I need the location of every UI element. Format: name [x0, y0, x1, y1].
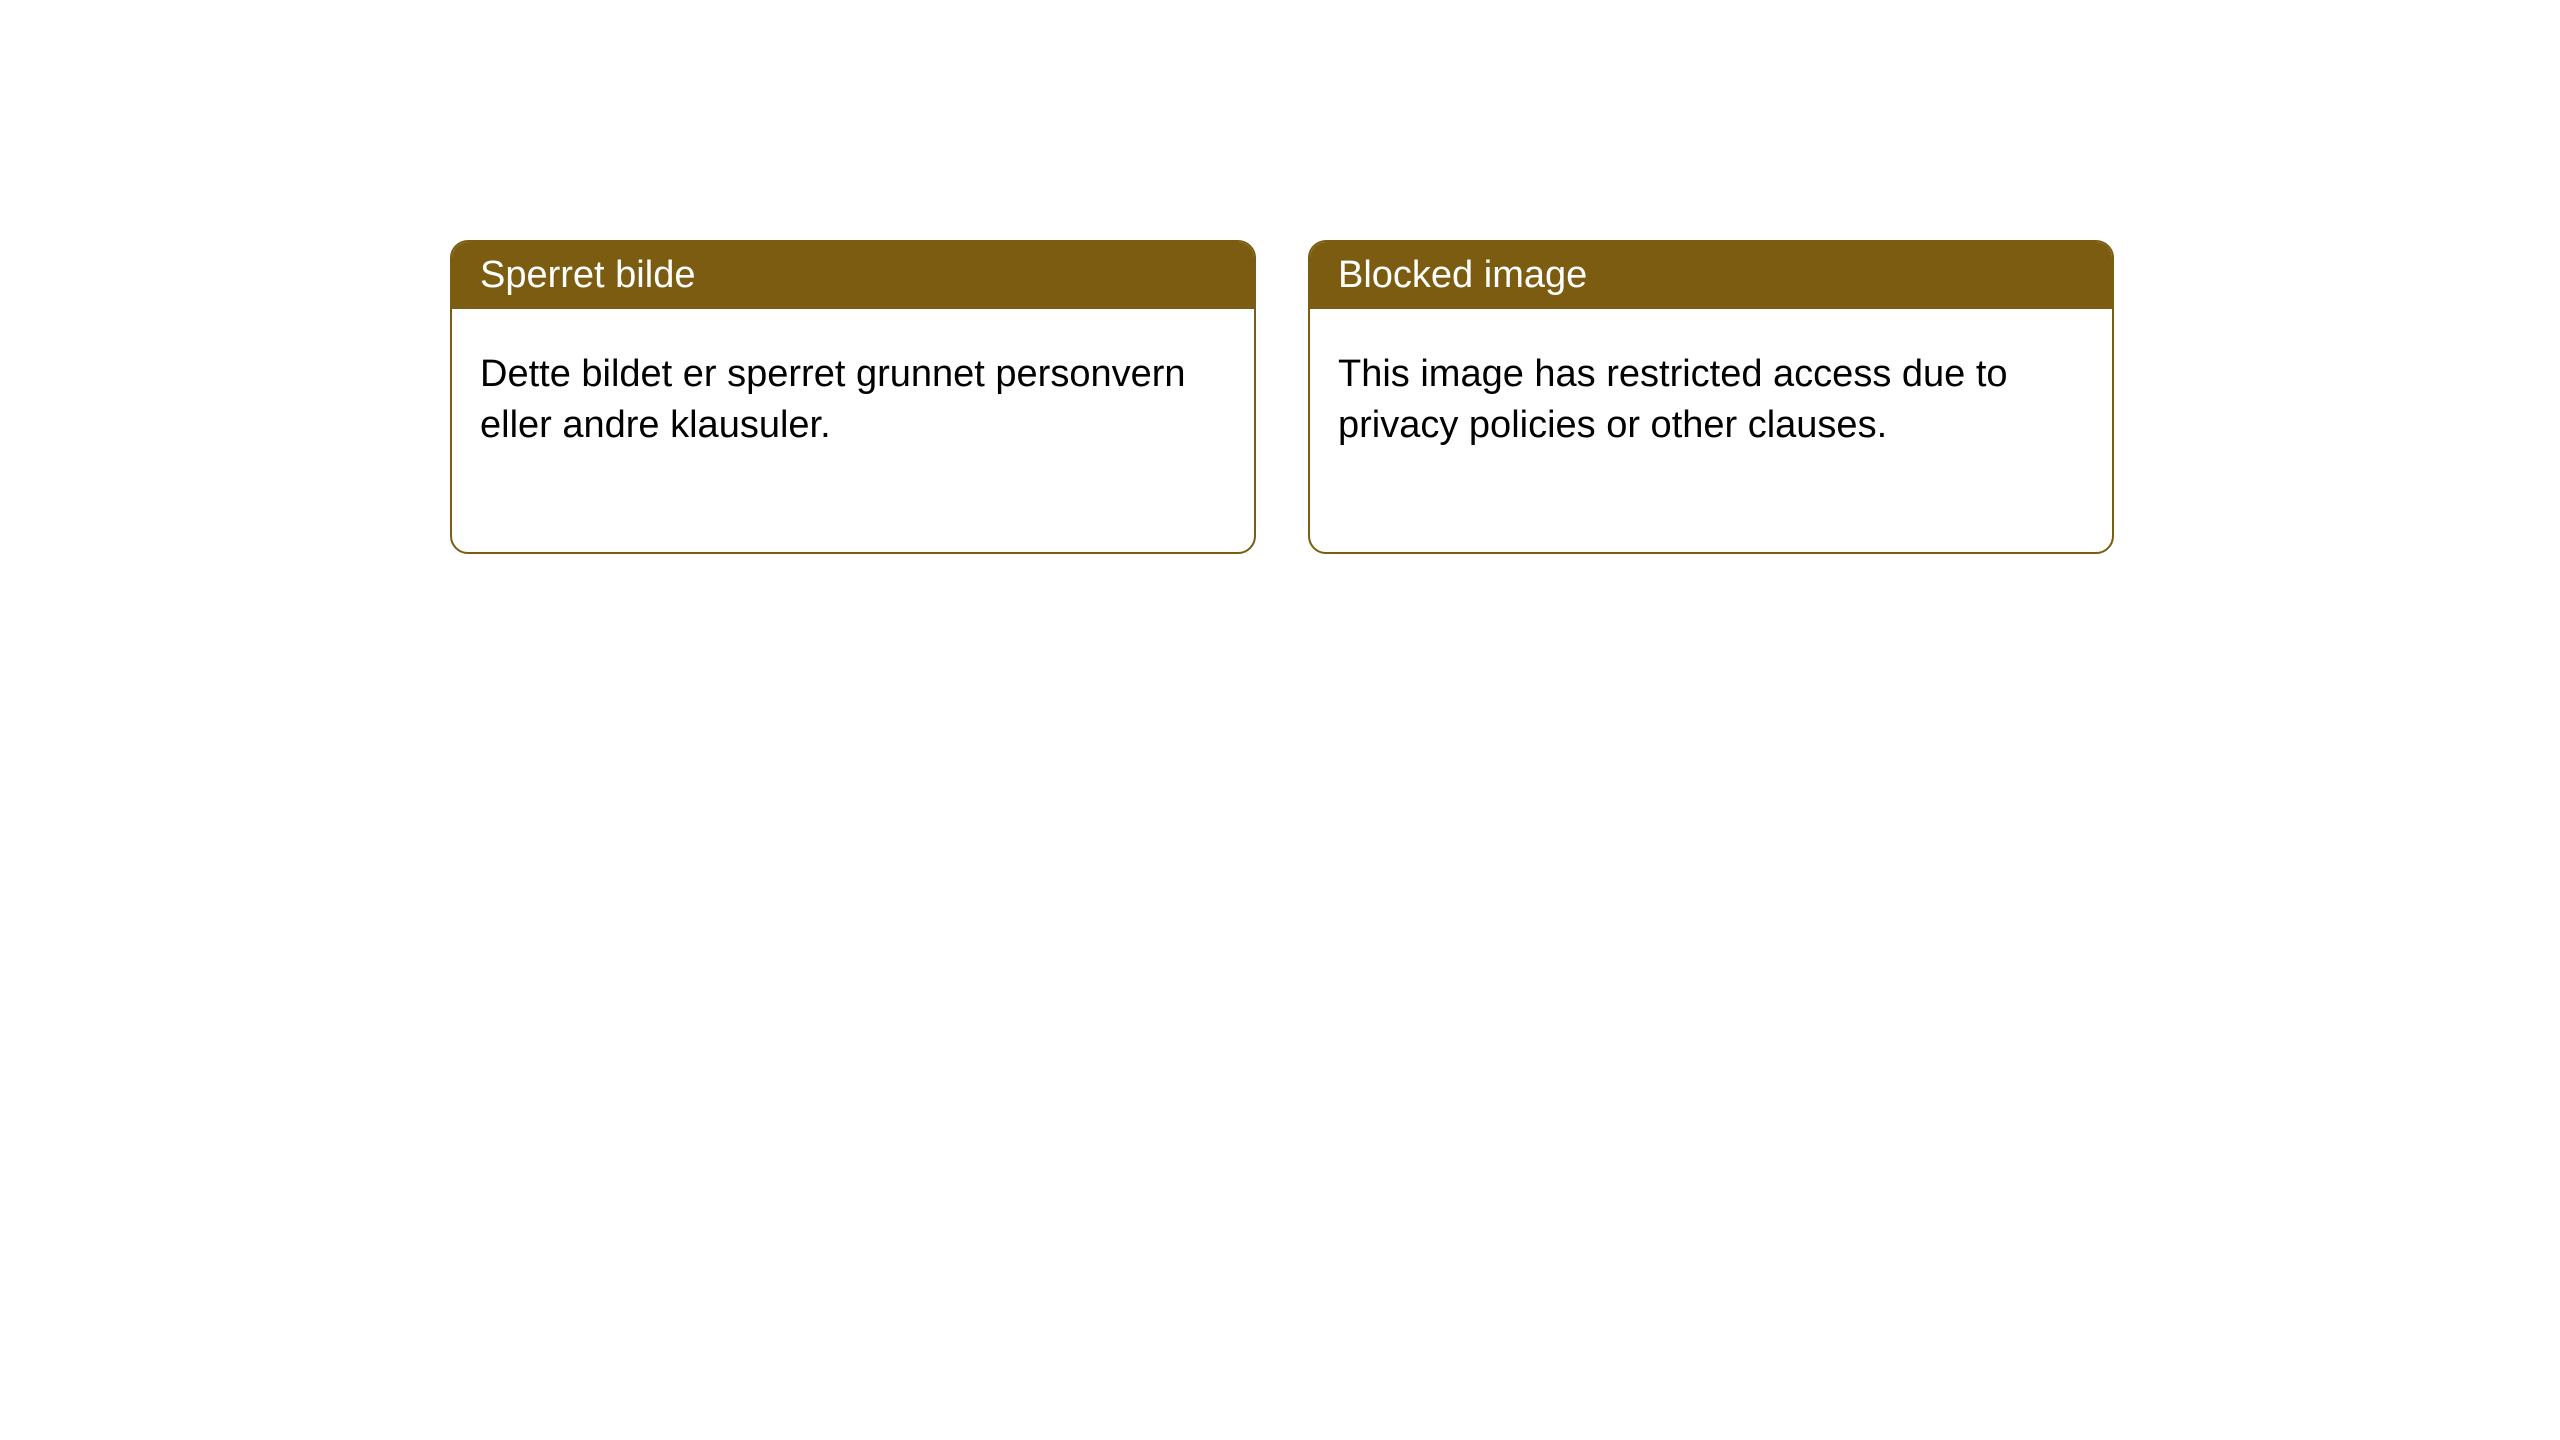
card-body: This image has restricted access due to …: [1310, 309, 2112, 552]
cards-container: Sperret bilde Dette bildet er sperret gr…: [450, 240, 2114, 554]
card-body: Dette bildet er sperret grunnet personve…: [452, 309, 1254, 552]
card-title: Sperret bilde: [480, 254, 695, 296]
blocked-image-card-no: Sperret bilde Dette bildet er sperret gr…: [450, 240, 1256, 554]
blocked-image-card-en: Blocked image This image has restricted …: [1308, 240, 2114, 554]
card-title: Blocked image: [1338, 254, 1587, 296]
card-body-text: Dette bildet er sperret grunnet personve…: [480, 353, 1186, 446]
card-header: Blocked image: [1310, 242, 2112, 309]
card-header: Sperret bilde: [452, 242, 1254, 309]
card-body-text: This image has restricted access due to …: [1338, 353, 2008, 446]
